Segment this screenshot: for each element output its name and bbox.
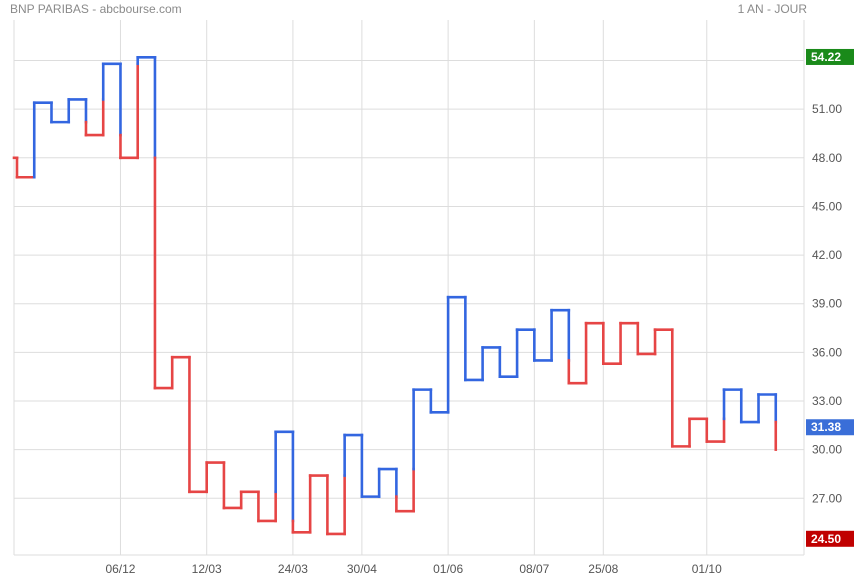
y-tick-label: 39.00 bbox=[812, 297, 842, 311]
high-price-badge bbox=[806, 48, 854, 65]
x-tick-label: 01/06 bbox=[433, 562, 463, 576]
x-tick-label: 24/03 bbox=[278, 562, 308, 576]
y-tick-label: 33.00 bbox=[812, 394, 842, 408]
x-axis: 06/12 12/03 24/03 30/04 01/06 08/07 25/08 01/10 bbox=[105, 562, 722, 576]
y-tick-label: 48.00 bbox=[812, 151, 842, 165]
last-price-label: 31.38 bbox=[811, 420, 841, 434]
price-badges: 54.22 31.38 24.50 bbox=[806, 48, 854, 547]
x-tick-label: 12/03 bbox=[192, 562, 222, 576]
x-tick-label: 30/04 bbox=[347, 562, 377, 576]
x-tick-label: 06/12 bbox=[105, 562, 135, 576]
x-tick-label: 01/10 bbox=[692, 562, 722, 576]
y-tick-label: 36.00 bbox=[812, 345, 842, 359]
low-price-label: 24.50 bbox=[811, 532, 841, 546]
chart-title: BNP PARIBAS - abcbourse.com bbox=[10, 2, 182, 16]
grid-lines bbox=[13, 20, 805, 556]
x-tick-label: 25/08 bbox=[588, 562, 618, 576]
kagi-series bbox=[12, 55, 778, 536]
y-tick-label: 42.00 bbox=[812, 248, 842, 262]
y-axis: 27.00 30.00 33.00 36.00 39.00 42.00 45.00 48.00… bbox=[812, 54, 842, 506]
period-label: 1 AN - JOUR bbox=[737, 2, 807, 16]
high-price-label: 54.22 bbox=[811, 50, 841, 64]
y-tick-label: 27.00 bbox=[812, 491, 842, 505]
y-tick-label: 45.00 bbox=[812, 199, 842, 213]
x-tick-label: 08/07 bbox=[519, 562, 549, 576]
y-tick-label: 51.00 bbox=[812, 102, 842, 116]
y-tick-label: 30.00 bbox=[812, 443, 842, 457]
low-price-badge bbox=[806, 530, 854, 547]
last-price-badge bbox=[806, 419, 854, 436]
